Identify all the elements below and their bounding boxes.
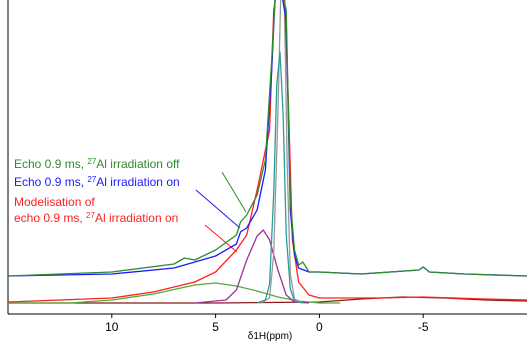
pointer: [204, 224, 238, 253]
legend-label: Echo 0.9 ms, 27Al irradiation off: [14, 157, 180, 172]
plot-area: [8, 0, 527, 304]
legend-text: 27: [87, 157, 96, 166]
legend-text: 27: [87, 175, 96, 184]
pointer: [221, 171, 247, 213]
legend-label: Modelisation of: [14, 195, 95, 209]
x-tick-label: 10: [105, 320, 119, 334]
legend-text: Echo 0.9 ms,: [14, 157, 87, 171]
legend-text: 27: [86, 211, 95, 220]
spectrum-line: [260, 0, 304, 304]
spectrum-line: [194, 229, 310, 304]
pointer: [195, 189, 241, 229]
legend-text: Echo 0.9 ms,: [14, 175, 87, 189]
legend-text: Al irradiation on: [95, 211, 178, 225]
spectrum-line: [8, 0, 527, 277]
legend-text: Al irradiation off: [96, 157, 180, 171]
spectrum-line: [8, 0, 527, 277]
legend-text: Al irradiation on: [96, 175, 179, 189]
legend-label: Echo 0.9 ms, 27Al irradiation on: [14, 175, 180, 190]
spectrum-line: [8, 0, 527, 303]
x-axis-label: δ1H(ppm): [248, 331, 292, 341]
x-tick-label: -5: [418, 320, 429, 334]
legend-text: Modelisation of: [14, 195, 95, 209]
x-tick-label: 0: [316, 320, 323, 334]
x-tick-label: 5: [212, 320, 219, 334]
legend-text: echo 0.9 ms,: [14, 211, 86, 225]
legend-label: echo 0.9 ms, 27Al irradiation on: [14, 211, 178, 226]
spectrum-line: [8, 282, 341, 304]
spectrum-line: [256, 51, 303, 304]
